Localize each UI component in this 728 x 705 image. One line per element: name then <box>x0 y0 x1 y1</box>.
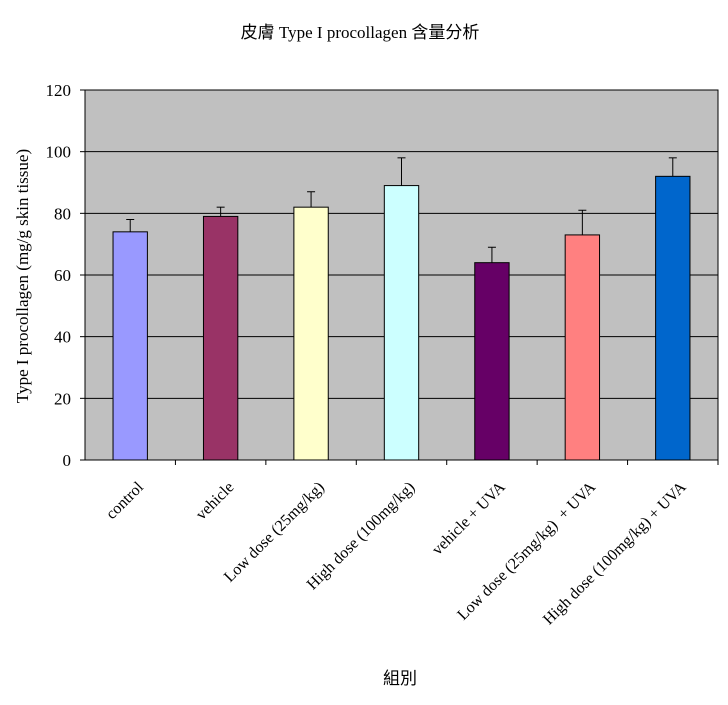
bar <box>383 185 420 461</box>
y-axis-title: Type I procollagen (mg/g skin tissue) <box>13 149 32 403</box>
bar <box>202 215 239 461</box>
gridlines <box>85 89 718 399</box>
x-tick-label: vehicle <box>193 479 238 524</box>
axes <box>80 89 719 465</box>
x-tick-label: Low dose (25mg/kg) <box>221 479 328 586</box>
y-tick-label: 40 <box>54 328 71 347</box>
bar <box>112 231 148 461</box>
x-tick-label: control <box>103 478 147 522</box>
y-tick-label: 20 <box>54 389 71 408</box>
y-tick-label: 120 <box>46 81 72 100</box>
x-axis-title: 組別 <box>383 669 417 688</box>
bar <box>564 234 601 461</box>
y-tick-label: 80 <box>54 204 71 223</box>
x-tick-label: High dose (100mg/kg) + UVA <box>540 478 690 628</box>
y-tick-labels: 0 20 40 60 80 100 120 <box>46 81 72 470</box>
bar <box>474 262 510 461</box>
x-tick-label: vehicle + UVA <box>429 478 509 558</box>
y-tick-label: 0 <box>63 451 72 470</box>
error-bars <box>126 157 677 263</box>
bar <box>655 175 691 461</box>
y-tick-label: 60 <box>54 266 71 285</box>
y-tick-label: 100 <box>46 143 72 162</box>
chart-title: 皮膚 Type I procollagen 含量分析 <box>241 23 480 42</box>
bar <box>293 206 329 461</box>
